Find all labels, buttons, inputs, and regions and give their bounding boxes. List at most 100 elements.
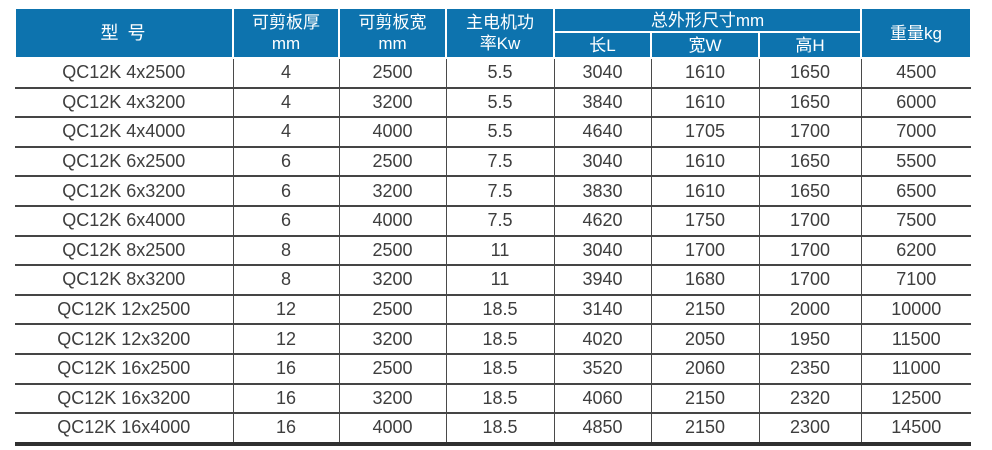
table-row: QC12K 4x3200 4 3200 5.5 3840 1610 1650 6… bbox=[15, 87, 972, 119]
col-header-power: 主电机功 率Kw bbox=[445, 7, 555, 59]
table-cell: 3840 bbox=[553, 87, 652, 119]
table-cell: 1610 bbox=[650, 87, 760, 119]
table-cell: 1610 bbox=[650, 146, 760, 178]
table-cell: 3040 bbox=[553, 146, 652, 178]
model-cell: QC12K 6x3200 bbox=[15, 176, 234, 207]
col-header-width: 可剪板宽 mm bbox=[338, 7, 447, 59]
table-cell: 4850 bbox=[553, 413, 652, 446]
col-header-height: 高H bbox=[757, 31, 863, 59]
table-cell: 12 bbox=[232, 324, 340, 355]
table-cell: 3520 bbox=[553, 353, 652, 385]
table-cell: 4060 bbox=[553, 383, 652, 415]
col-header-thickness: 可剪板厚 mm bbox=[232, 7, 340, 59]
table-cell: 4000 bbox=[338, 117, 447, 148]
table-cell: 6200 bbox=[860, 235, 972, 267]
table-row: QC12K 4x2500 4 2500 5.5 3040 1610 1650 4… bbox=[15, 58, 972, 89]
model-cell: QC12K 4x3200 bbox=[15, 87, 234, 119]
table-cell: 1705 bbox=[650, 117, 760, 148]
table-cell: 2500 bbox=[338, 58, 447, 89]
model-cell: QC12K 12x3200 bbox=[15, 324, 234, 355]
table-cell: 4640 bbox=[553, 117, 652, 148]
table-cell: 18.5 bbox=[445, 324, 555, 355]
table-cell: 1610 bbox=[650, 58, 760, 89]
table-row: QC12K 6x3200 6 3200 7.5 3830 1610 1650 6… bbox=[15, 176, 972, 207]
table-cell: 4020 bbox=[553, 324, 652, 355]
spec-table: 型 号 可剪板厚 mm 可剪板宽 mm 主电机功 率Kw 总外形尺寸mm 重量k… bbox=[14, 7, 973, 446]
table-row: QC12K 8x3200 8 3200 11 3940 1680 1700 71… bbox=[15, 265, 972, 296]
col-header-dimensions-group: 总外形尺寸mm bbox=[552, 7, 863, 33]
table-cell: 1700 bbox=[650, 235, 760, 267]
table-cell: 12500 bbox=[860, 383, 972, 415]
table-cell: 4620 bbox=[553, 205, 652, 237]
table-cell: 5.5 bbox=[445, 87, 555, 119]
table-cell: 3830 bbox=[553, 176, 652, 207]
table-cell: 6 bbox=[232, 176, 340, 207]
table-cell: 8 bbox=[232, 265, 340, 296]
table-cell: 7000 bbox=[860, 117, 972, 148]
table-row: QC12K 16x4000 16 4000 18.5 4850 2150 230… bbox=[15, 413, 972, 446]
table-cell: 2150 bbox=[650, 413, 760, 446]
col-header-power-line1: 主电机功 bbox=[466, 13, 534, 32]
table-cell: 10000 bbox=[860, 294, 972, 326]
table-cell: 18.5 bbox=[445, 294, 555, 326]
table-cell: 2500 bbox=[338, 146, 447, 178]
table-row: QC12K 4x4000 4 4000 5.5 4640 1705 1700 7… bbox=[15, 117, 972, 148]
table-cell: 2320 bbox=[758, 383, 862, 415]
table-cell: 12 bbox=[232, 294, 340, 326]
table-cell: 7.5 bbox=[445, 146, 555, 178]
col-header-length: 长L bbox=[553, 31, 652, 59]
model-cell: QC12K 16x3200 bbox=[15, 383, 234, 415]
table-cell: 5500 bbox=[860, 146, 972, 178]
table-cell: 1610 bbox=[650, 176, 760, 207]
table-cell: 6 bbox=[232, 146, 340, 178]
table-cell: 3040 bbox=[553, 58, 652, 89]
table-cell: 11000 bbox=[860, 353, 972, 385]
col-header-dim-width: 宽W bbox=[650, 31, 760, 59]
col-header-model: 型 号 bbox=[14, 7, 234, 59]
table-cell: 1700 bbox=[758, 235, 862, 267]
table-cell: 1700 bbox=[758, 117, 862, 148]
model-cell: QC12K 16x2500 bbox=[15, 353, 234, 385]
col-header-weight: 重量kg bbox=[860, 7, 973, 59]
model-cell: QC12K 4x2500 bbox=[15, 58, 234, 89]
table-cell: 11 bbox=[445, 235, 555, 267]
table-cell: 7500 bbox=[860, 205, 972, 237]
table-cell: 3200 bbox=[338, 87, 447, 119]
table-cell: 4000 bbox=[338, 413, 447, 446]
table-row: QC12K 6x4000 6 4000 7.5 4620 1750 1700 7… bbox=[15, 205, 972, 237]
table-cell: 4 bbox=[232, 58, 340, 89]
table-cell: 4 bbox=[232, 87, 340, 119]
model-cell: QC12K 8x3200 bbox=[15, 265, 234, 296]
table-cell: 1950 bbox=[758, 324, 862, 355]
table-row: QC12K 16x2500 16 2500 18.5 3520 2060 235… bbox=[15, 353, 972, 385]
table-cell: 16 bbox=[232, 413, 340, 446]
model-cell: QC12K 4x4000 bbox=[15, 117, 234, 148]
table-cell: 16 bbox=[232, 383, 340, 415]
table-cell: 6 bbox=[232, 205, 340, 237]
table-cell: 2150 bbox=[650, 383, 760, 415]
model-cell: QC12K 8x2500 bbox=[15, 235, 234, 267]
table-cell: 2050 bbox=[650, 324, 760, 355]
table-cell: 1700 bbox=[758, 265, 862, 296]
table-cell: 5.5 bbox=[445, 117, 555, 148]
table-cell: 1680 bbox=[650, 265, 760, 296]
table-row: QC12K 16x3200 16 3200 18.5 4060 2150 232… bbox=[15, 383, 972, 415]
table-cell: 18.5 bbox=[445, 383, 555, 415]
table-cell: 7100 bbox=[860, 265, 972, 296]
table-cell: 2500 bbox=[338, 294, 447, 326]
header-row-group: 型 号 可剪板厚 mm 可剪板宽 mm 主电机功 率Kw 总外形尺寸mm 重量k… bbox=[14, 7, 973, 59]
table-row: QC12K 12x3200 12 3200 18.5 4020 2050 195… bbox=[15, 324, 972, 355]
table-cell: 3200 bbox=[338, 265, 447, 296]
table-cell: 5.5 bbox=[445, 58, 555, 89]
table-cell: 3200 bbox=[338, 176, 447, 207]
table-header: 型 号 可剪板厚 mm 可剪板宽 mm 主电机功 率Kw 总外形尺寸mm 重量k… bbox=[14, 7, 973, 59]
table-cell: 1650 bbox=[758, 87, 862, 119]
table-cell: 16 bbox=[232, 353, 340, 385]
table-row: QC12K 8x2500 8 2500 11 3040 1700 1700 62… bbox=[15, 235, 972, 267]
col-header-width-line2: mm bbox=[378, 34, 407, 53]
table-cell: 2500 bbox=[338, 235, 447, 267]
table-cell: 4500 bbox=[860, 58, 972, 89]
table-cell: 11 bbox=[445, 265, 555, 296]
table-row: QC12K 12x2500 12 2500 18.5 3140 2150 200… bbox=[15, 294, 972, 326]
table-cell: 4 bbox=[232, 117, 340, 148]
